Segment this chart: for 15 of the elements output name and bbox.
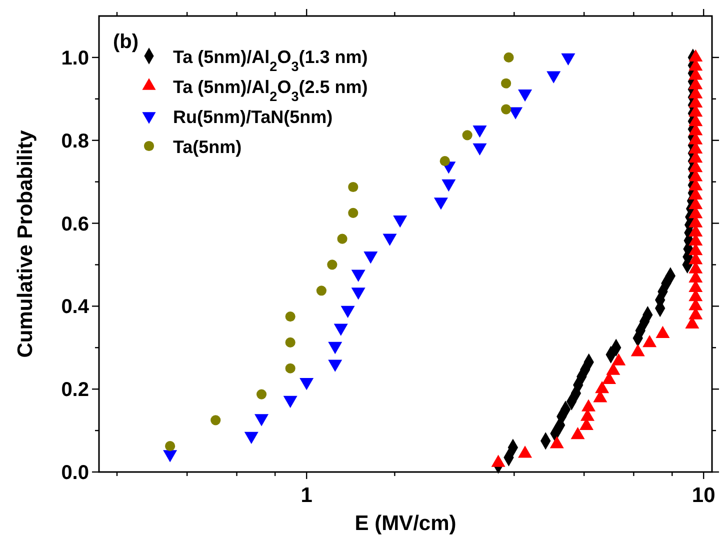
y-tick-label: 0.4 bbox=[61, 296, 90, 318]
x-axis-title: E (MV/cm) bbox=[354, 512, 456, 535]
legend-label: Ru(5nm)/TaN(5nm) bbox=[173, 107, 333, 127]
legend-label: Ta (5nm)/Al$_{2}$O$_{3}$(2.5 nm) bbox=[173, 77, 368, 104]
y-tick-label: 0.8 bbox=[61, 130, 89, 152]
legend-label: Ta(5nm) bbox=[173, 137, 242, 157]
y-tick-label: 0.2 bbox=[61, 379, 89, 402]
y-tick-label: 1.0 bbox=[61, 47, 89, 70]
x-tick-label: 1 bbox=[300, 484, 313, 507]
y-tick-label: 0.6 bbox=[61, 213, 89, 236]
y-axis-title: Cumulative Probability bbox=[14, 130, 37, 358]
y-tick-label: 0.0 bbox=[61, 462, 89, 484]
legend-label: Ta (5nm)/Al$_{2}$O$_{3}$(1.3 nm) bbox=[173, 47, 368, 74]
annotation: (b) bbox=[113, 31, 139, 53]
x-tick-label: 10 bbox=[692, 484, 716, 507]
